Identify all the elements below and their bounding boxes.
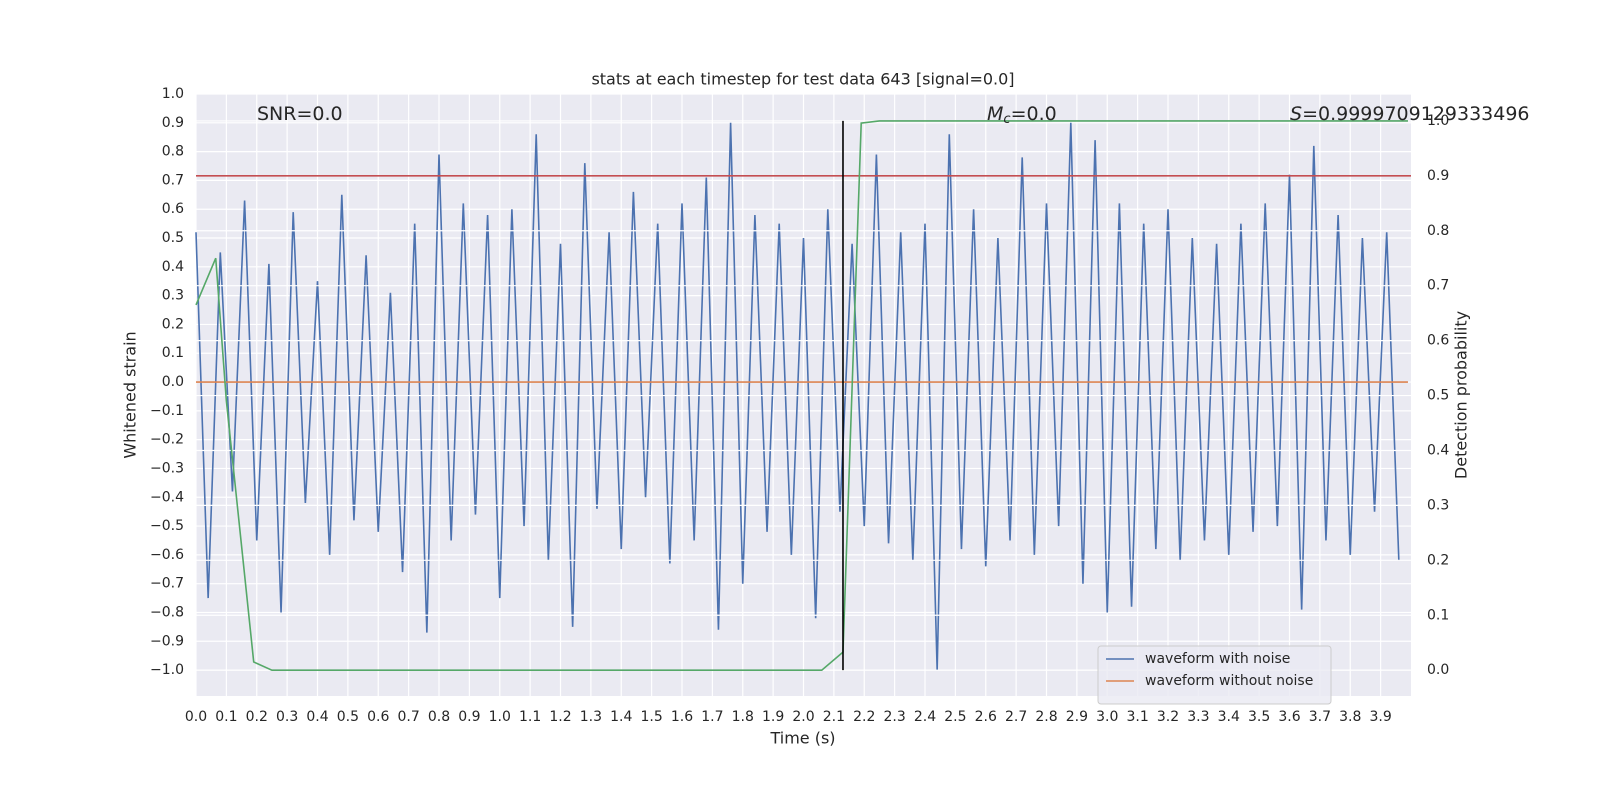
- y2-tick-label: 0.4: [1427, 442, 1449, 458]
- x-tick-label: 3.9: [1369, 709, 1391, 725]
- x-tick-label: 3.7: [1309, 709, 1331, 725]
- x-tick-label: 3.5: [1248, 709, 1270, 725]
- y-tick-label: −0.3: [150, 460, 184, 476]
- x-tick-label: 2.3: [883, 709, 905, 725]
- x-tick-label: 1.1: [519, 709, 541, 725]
- y-tick-label: −0.4: [150, 489, 184, 505]
- x-tick-label: 2.7: [1005, 709, 1027, 725]
- series-line: [195, 120, 1408, 671]
- x-tick-label: 2.6: [975, 709, 997, 725]
- x-tick-label: 1.0: [489, 709, 511, 725]
- y-tick-label: −0.6: [150, 547, 184, 563]
- x-tick-label: 0.8: [428, 709, 450, 725]
- x-tick-label: 0.3: [276, 709, 298, 725]
- y-tick-label: 0.0: [162, 374, 184, 390]
- y-axis-label: Whitened strain: [121, 331, 140, 458]
- x-tick-label: 0.0: [185, 709, 207, 725]
- y-tick-label: 0.6: [162, 201, 184, 217]
- x-tick-label: 0.7: [397, 709, 419, 725]
- y2-tick-label: 0.7: [1427, 278, 1449, 294]
- annotation-text: =0.9999709129333496: [1302, 103, 1529, 125]
- x-tick-label: 1.6: [671, 709, 693, 725]
- y2-tick-label: 0.6: [1427, 333, 1449, 349]
- x-tick-label: 1.5: [640, 709, 662, 725]
- x-tick-label: 3.2: [1157, 709, 1179, 725]
- x-tick-label: 0.1: [215, 709, 237, 725]
- chart-title: stats at each timestep for test data 643…: [591, 70, 1014, 89]
- x-tick-label: 1.2: [549, 709, 571, 725]
- x-tick-label: 1.3: [580, 709, 602, 725]
- series-line: [195, 122, 1400, 671]
- y-tick-label: −0.2: [150, 432, 184, 448]
- y2-tick-label: 0.9: [1427, 168, 1449, 184]
- x-tick-label: 1.9: [762, 709, 784, 725]
- y-tick-label: −1.0: [150, 662, 184, 678]
- x-axis-label: Time (s): [769, 729, 835, 748]
- x-tick-label: 0.6: [367, 709, 389, 725]
- x-tick-label: 0.4: [306, 709, 328, 725]
- x-tick-label: 2.8: [1035, 709, 1057, 725]
- y-tick-label: 0.2: [162, 316, 184, 332]
- y-tick-label: 0.9: [162, 115, 184, 131]
- legend-box: [1097, 645, 1332, 705]
- x-tick-label: 2.1: [823, 709, 845, 725]
- x-tick-label: 0.5: [337, 709, 359, 725]
- annotation: SNR=0.0: [257, 103, 343, 125]
- x-tick-label: 3.1: [1126, 709, 1148, 725]
- annotation-text: SNR=0.0: [257, 103, 343, 125]
- x-tick-label: 3.6: [1278, 709, 1300, 725]
- y-tick-label: −0.5: [150, 518, 184, 534]
- y-tick-label: −0.8: [150, 604, 184, 620]
- y-tick-label: 0.7: [162, 172, 184, 188]
- y2-tick-label: 0.3: [1427, 497, 1449, 513]
- y2-tick-label: 0.8: [1427, 223, 1449, 239]
- x-tick-label: 1.7: [701, 709, 723, 725]
- y-tick-label: 0.4: [162, 259, 184, 275]
- x-tick-label: 0.9: [458, 709, 480, 725]
- y2-tick-label: 0.1: [1427, 607, 1449, 623]
- annotation-text: =0.0: [1011, 103, 1057, 125]
- annotation: S=0.9999709129333496: [1290, 103, 1530, 125]
- x-tick-label: 1.8: [732, 709, 754, 725]
- y2-tick-label: 0.0: [1427, 662, 1449, 678]
- y-tick-label: 0.3: [162, 288, 184, 304]
- y-tick-label: −0.7: [150, 576, 184, 592]
- y-tick-label: −0.1: [150, 403, 184, 419]
- legend-label: waveform without noise: [1145, 673, 1313, 689]
- annotation: Mc=0.0: [987, 103, 1057, 127]
- y-tick-label: −0.9: [150, 633, 184, 649]
- annotation-subscript: c: [1003, 112, 1010, 127]
- y2-tick-label: 0.2: [1427, 552, 1449, 568]
- y-tick-label: 1.0: [162, 86, 184, 102]
- x-tick-label: 2.9: [1066, 709, 1088, 725]
- y2-tick-label: 0.5: [1427, 388, 1449, 404]
- x-tick-label: 2.0: [792, 709, 814, 725]
- annotation-symbol: S: [1290, 103, 1302, 125]
- y2-axis-label: Detection probability: [1452, 311, 1471, 479]
- x-tick-label: 2.2: [853, 709, 875, 725]
- x-tick-label: 2.4: [914, 709, 936, 725]
- x-tick-label: 3.4: [1218, 709, 1240, 725]
- y-tick-label: 0.5: [162, 230, 184, 246]
- legend-label: waveform with noise: [1145, 651, 1290, 667]
- y2-tick-label: 1.0: [1427, 113, 1449, 129]
- y-tick-label: 0.1: [162, 345, 184, 361]
- y-tick-label: 0.8: [162, 144, 184, 160]
- x-tick-label: 3.3: [1187, 709, 1209, 725]
- x-tick-label: 1.4: [610, 709, 632, 725]
- x-tick-label: 0.2: [246, 709, 268, 725]
- x-tick-label: 3.0: [1096, 709, 1118, 725]
- annotation-symbol: M: [987, 103, 1003, 125]
- x-tick-label: 2.5: [944, 709, 966, 725]
- x-tick-label: 3.8: [1339, 709, 1361, 725]
